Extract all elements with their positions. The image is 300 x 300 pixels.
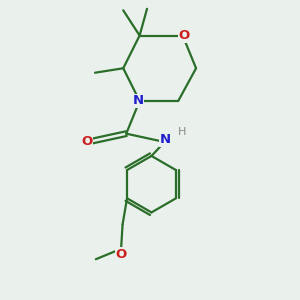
Text: N: N — [160, 133, 171, 146]
Text: O: O — [81, 135, 92, 148]
Text: N: N — [133, 94, 144, 107]
Text: H: H — [178, 127, 186, 137]
Text: O: O — [178, 29, 190, 42]
Text: O: O — [116, 248, 127, 261]
